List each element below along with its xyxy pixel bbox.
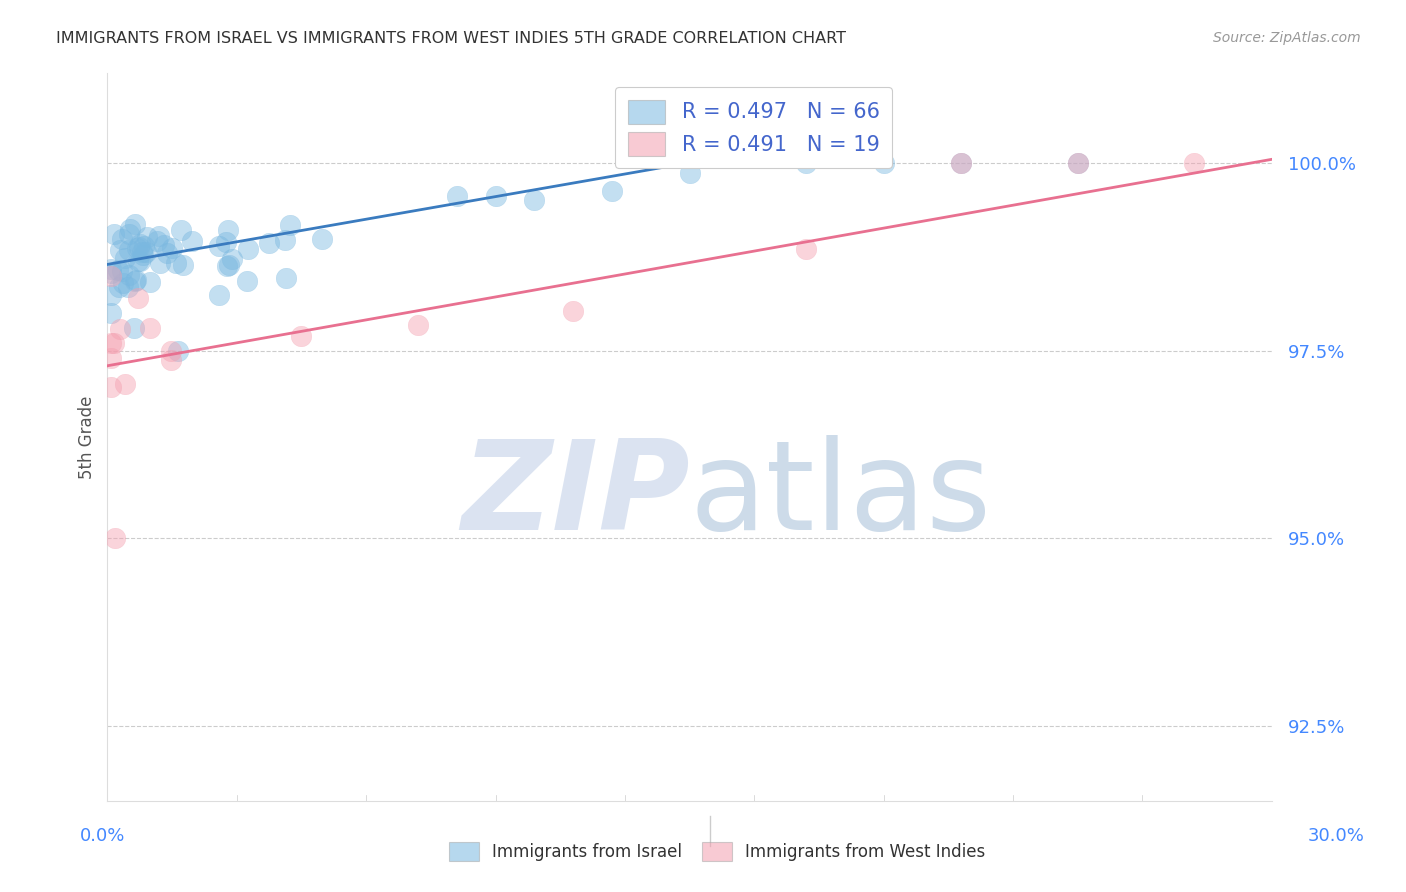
Point <box>259 235 281 250</box>
Point <box>446 189 468 203</box>
Point <box>278 219 301 233</box>
Point <box>678 166 700 180</box>
Point <box>124 274 146 288</box>
Point <box>134 239 156 253</box>
Point <box>103 227 125 242</box>
Point <box>100 266 122 280</box>
Point <box>215 260 238 274</box>
Point <box>111 264 134 278</box>
Point <box>111 232 134 246</box>
Y-axis label: 5th Grade: 5th Grade <box>79 395 96 479</box>
Text: 30.0%: 30.0% <box>1308 827 1364 845</box>
Point <box>122 321 145 335</box>
Point <box>107 262 129 277</box>
Point <box>950 156 973 170</box>
Point <box>181 234 204 248</box>
Point <box>794 242 817 256</box>
Point <box>148 228 170 243</box>
Point <box>128 236 150 251</box>
Point <box>160 241 183 255</box>
Point <box>406 318 429 332</box>
Point <box>1067 156 1090 170</box>
Point <box>236 274 259 288</box>
Point <box>562 304 585 318</box>
Text: Source: ZipAtlas.com: Source: ZipAtlas.com <box>1213 31 1361 45</box>
Point <box>110 322 132 336</box>
Text: ZIP: ZIP <box>461 434 689 556</box>
Legend: Immigrants from Israel, Immigrants from West Indies: Immigrants from Israel, Immigrants from … <box>441 835 993 868</box>
Point <box>125 273 148 287</box>
Point <box>117 280 139 294</box>
Point <box>170 223 193 237</box>
Point <box>127 254 149 268</box>
Point <box>100 380 122 394</box>
Point <box>146 234 169 248</box>
Point <box>218 258 240 272</box>
Point <box>167 343 190 358</box>
Point <box>114 251 136 265</box>
Point <box>139 275 162 289</box>
Point <box>311 232 333 246</box>
Text: atlas: atlas <box>689 434 991 556</box>
Point <box>160 352 183 367</box>
Point <box>128 240 150 254</box>
Point <box>100 335 122 350</box>
Point <box>128 253 150 268</box>
Point <box>100 268 122 283</box>
Point <box>153 238 176 252</box>
Point <box>208 288 231 302</box>
Point <box>290 328 312 343</box>
Point <box>1067 156 1090 170</box>
Point <box>136 229 159 244</box>
Text: IMMIGRANTS FROM ISRAEL VS IMMIGRANTS FROM WEST INDIES 5TH GRADE CORRELATION CHAR: IMMIGRANTS FROM ISRAEL VS IMMIGRANTS FRO… <box>56 31 846 46</box>
Point <box>794 156 817 170</box>
Point <box>160 343 183 358</box>
Point <box>118 227 141 241</box>
Point <box>135 245 157 260</box>
Point <box>118 243 141 257</box>
Point <box>600 184 623 198</box>
Point <box>100 351 122 366</box>
Point <box>107 280 129 294</box>
Point <box>165 256 187 270</box>
Text: 0.0%: 0.0% <box>80 827 125 845</box>
Point <box>125 241 148 255</box>
Point <box>103 336 125 351</box>
Point <box>950 156 973 170</box>
Point <box>236 242 259 256</box>
Point <box>208 238 231 252</box>
Point <box>100 261 122 276</box>
Point <box>484 189 506 203</box>
Point <box>103 532 125 546</box>
Point <box>274 233 297 247</box>
Point <box>124 217 146 231</box>
Point <box>156 245 179 260</box>
Point <box>127 291 149 305</box>
Point <box>139 321 162 335</box>
Point <box>215 235 238 250</box>
Point <box>149 255 172 269</box>
Point <box>523 193 546 207</box>
Point <box>108 243 131 257</box>
Point <box>1182 156 1205 170</box>
Point <box>132 248 155 262</box>
Point <box>114 376 136 391</box>
Legend: R = 0.497   N = 66, R = 0.491   N = 19: R = 0.497 N = 66, R = 0.491 N = 19 <box>614 87 893 169</box>
Point <box>873 156 896 170</box>
Point <box>131 244 153 259</box>
Point <box>221 252 243 266</box>
Point <box>100 306 122 320</box>
Point <box>100 288 122 302</box>
Point <box>217 223 239 237</box>
Point <box>112 276 135 290</box>
Point <box>117 268 139 282</box>
Point <box>274 271 297 285</box>
Point <box>118 222 141 236</box>
Point <box>172 259 194 273</box>
